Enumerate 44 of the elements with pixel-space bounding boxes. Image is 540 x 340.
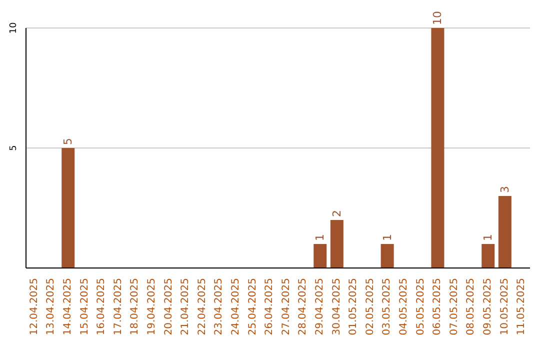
x-tick-label: 04.05.2025: [398, 278, 410, 336]
x-tick-label: 18.04.2025: [130, 278, 141, 336]
data-label: 1: [482, 234, 495, 241]
x-tick-label: 24.04.2025: [230, 278, 242, 336]
bar: [314, 244, 327, 268]
x-tick-label: 05.05.2025: [415, 278, 426, 336]
bar: [380, 244, 394, 268]
x-tick-label: 02.05.2025: [364, 278, 376, 336]
x-tick-label: 14.04.2025: [62, 278, 74, 336]
x-tick-label: 26.04.2025: [264, 278, 276, 336]
x-tick-label: 25.04.2025: [247, 278, 258, 336]
x-tick-label: 07.05.2025: [448, 278, 460, 336]
data-label: 1: [314, 234, 327, 241]
x-tick-label: 19.04.2025: [146, 278, 158, 336]
x-tick-label: 11.05.2025: [516, 278, 528, 336]
x-tick-label: 06.05.2025: [432, 278, 444, 336]
data-label: 2: [330, 210, 344, 217]
x-tick-label: 27.04.2025: [280, 278, 292, 336]
bar: [498, 196, 512, 268]
x-tick-label: 30.04.2025: [331, 278, 342, 336]
x-tick-label: 03.05.2025: [382, 278, 393, 336]
x-tick-label: 22.04.2025: [196, 278, 208, 336]
x-tick-label: 20.04.2025: [163, 278, 174, 336]
x-tick-label: 01.05.2025: [348, 278, 360, 336]
x-tick-label: 28.04.2025: [298, 278, 309, 336]
bar: [482, 244, 495, 268]
x-tick-label: 12.04.2025: [28, 278, 40, 336]
x-tick-label: 21.04.2025: [180, 278, 192, 336]
data-label: 3: [498, 186, 512, 193]
x-tick-label: 23.04.2025: [214, 278, 225, 336]
x-tick-label: 13.04.2025: [46, 278, 57, 336]
data-label: 5: [62, 138, 75, 145]
bar: [62, 148, 75, 268]
data-label: 1: [380, 234, 394, 241]
x-tick-label: 08.05.2025: [466, 278, 477, 336]
x-tick-label: 17.04.2025: [112, 278, 124, 336]
x-tick-label: 10.05.2025: [499, 278, 510, 336]
bar: [330, 220, 344, 268]
x-tick-label: 29.04.2025: [314, 278, 326, 336]
bar: [431, 28, 444, 268]
data-label: 10: [431, 11, 444, 25]
x-tick-label: 15.04.2025: [79, 278, 90, 336]
x-tick-label: 16.04.2025: [96, 278, 108, 336]
x-tick-label: 09.05.2025: [482, 278, 494, 336]
